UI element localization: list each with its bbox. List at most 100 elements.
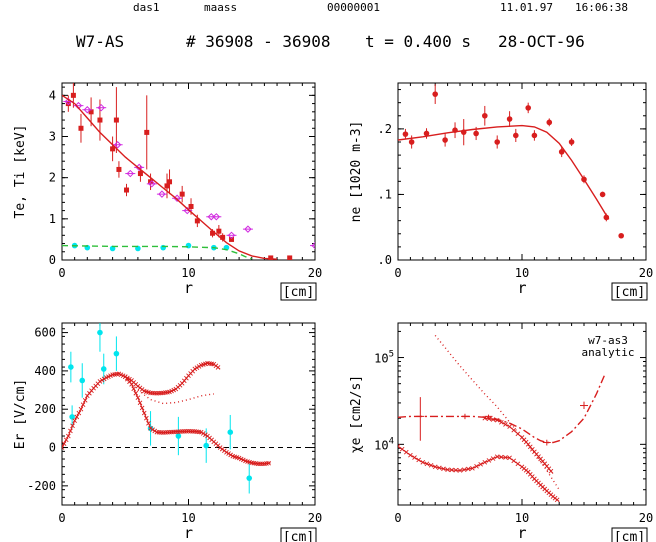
cross-marker <box>72 418 77 424</box>
chart-panel-top-left: 0 10 20 0 1 2 3 4 r [cm] Te, Ti [keV] <box>13 82 322 301</box>
x-unit-box: [cm] <box>280 527 317 542</box>
data-point <box>546 119 553 126</box>
series-line-chi-b <box>398 445 560 502</box>
x-axis-label: r <box>517 524 526 542</box>
data-point <box>79 377 86 384</box>
data-point <box>160 244 166 251</box>
data-point <box>216 228 222 234</box>
cross-marker <box>490 456 496 461</box>
data-point <box>207 213 215 221</box>
cross-marker <box>465 466 471 472</box>
data-point <box>210 230 216 236</box>
cross-marker <box>398 443 401 449</box>
series-chi-b <box>398 443 560 503</box>
x-tick-label: 0 <box>58 266 65 280</box>
shot-range: # 36908 - 36908 <box>186 32 331 51</box>
cross-marker <box>515 431 521 437</box>
cross-marker <box>203 432 208 438</box>
cross-marker <box>74 414 80 420</box>
cross-marker <box>146 420 151 426</box>
cross-marker <box>150 427 155 432</box>
data-point <box>473 130 479 137</box>
cross-marker <box>68 428 73 434</box>
cross-marker <box>198 429 204 435</box>
data-point <box>167 179 173 185</box>
data-point <box>558 149 565 155</box>
model-annotation: w7-as3 <box>588 334 628 347</box>
x-unit-box: [cm] <box>611 527 648 542</box>
y-axis-label: Er [V/cm] <box>13 379 28 449</box>
data-point <box>432 91 439 97</box>
series-chi-d <box>398 373 606 444</box>
series-chi-a <box>434 334 560 491</box>
data-point <box>113 350 120 357</box>
header-group: maass <box>204 1 238 14</box>
cross-marker <box>152 428 158 434</box>
cross-marker <box>503 455 508 460</box>
cross-marker <box>554 497 560 503</box>
x-axis-label: r <box>184 524 193 542</box>
data-point <box>227 231 236 240</box>
cross-marker <box>499 419 504 425</box>
cross-marker <box>416 457 421 463</box>
x-tick-label: 20 <box>308 511 322 525</box>
cross-marker <box>424 461 430 467</box>
cross-marker <box>101 376 107 382</box>
cross-marker <box>478 462 483 467</box>
series-ne <box>402 84 624 239</box>
cross-marker <box>228 452 233 458</box>
data-point <box>88 109 94 115</box>
cross-marker <box>224 449 229 455</box>
cross-marker <box>445 467 450 473</box>
x-tick-label: 20 <box>639 266 653 280</box>
y-tick-label: 0 <box>49 441 56 455</box>
x-unit-label: [cm] <box>614 530 645 542</box>
chart-panel-bottom-left: 0 10 20 -200 0 200 400 600 r [cm] Er [V/cm] <box>13 322 322 542</box>
x-unit-frame <box>611 282 648 301</box>
y-axis-label-group: χe [cm2/s] <box>349 375 364 453</box>
header-time: 16:06:38 <box>575 1 628 14</box>
y-tick-label: .2 <box>378 122 392 136</box>
data-point <box>244 225 252 233</box>
data-point <box>442 137 448 143</box>
data-point <box>126 169 135 178</box>
data-point <box>70 92 76 98</box>
cross-marker <box>503 422 508 427</box>
series-Ti <box>63 97 315 250</box>
data-point <box>78 125 84 131</box>
cross-marker <box>70 423 75 429</box>
data-point <box>175 433 182 439</box>
x-axis-label: r <box>184 279 193 297</box>
cross-marker <box>420 460 426 465</box>
data-point <box>402 131 409 137</box>
y-axis-label: ne [1020 m-3] <box>349 121 364 223</box>
x-tick-label: 0 <box>394 266 401 280</box>
data-point <box>185 242 192 249</box>
cross-marker <box>196 364 202 369</box>
cross-marker <box>515 461 521 467</box>
cross-marker <box>200 431 206 436</box>
data-point <box>229 236 235 242</box>
y-tick-label: 3 <box>49 130 56 144</box>
data-point <box>212 213 221 221</box>
chart-panel-top-right: 0 10 20 .0 .1 .2 r [cm] ne [1020 m-3] <box>349 82 653 301</box>
plot-frame <box>397 82 647 261</box>
x-tick-label: 20 <box>308 266 322 280</box>
x-unit-frame <box>280 282 317 301</box>
y-tick-label: 1 <box>49 212 56 226</box>
data-point <box>287 255 293 260</box>
data-point <box>97 103 105 112</box>
data-point <box>113 117 119 123</box>
series-ne-fit <box>398 124 610 220</box>
header-number: 00000001 <box>327 1 380 14</box>
cross-marker <box>266 460 271 466</box>
cross-marker <box>412 455 417 460</box>
data-point <box>148 180 156 188</box>
data-point <box>494 139 501 145</box>
y-tick-label: 4 <box>49 88 56 102</box>
cross-marker <box>82 397 88 403</box>
y-tick-label: 0 <box>49 253 56 267</box>
data-point <box>525 105 531 111</box>
series-line-Te-fit <box>62 94 278 260</box>
